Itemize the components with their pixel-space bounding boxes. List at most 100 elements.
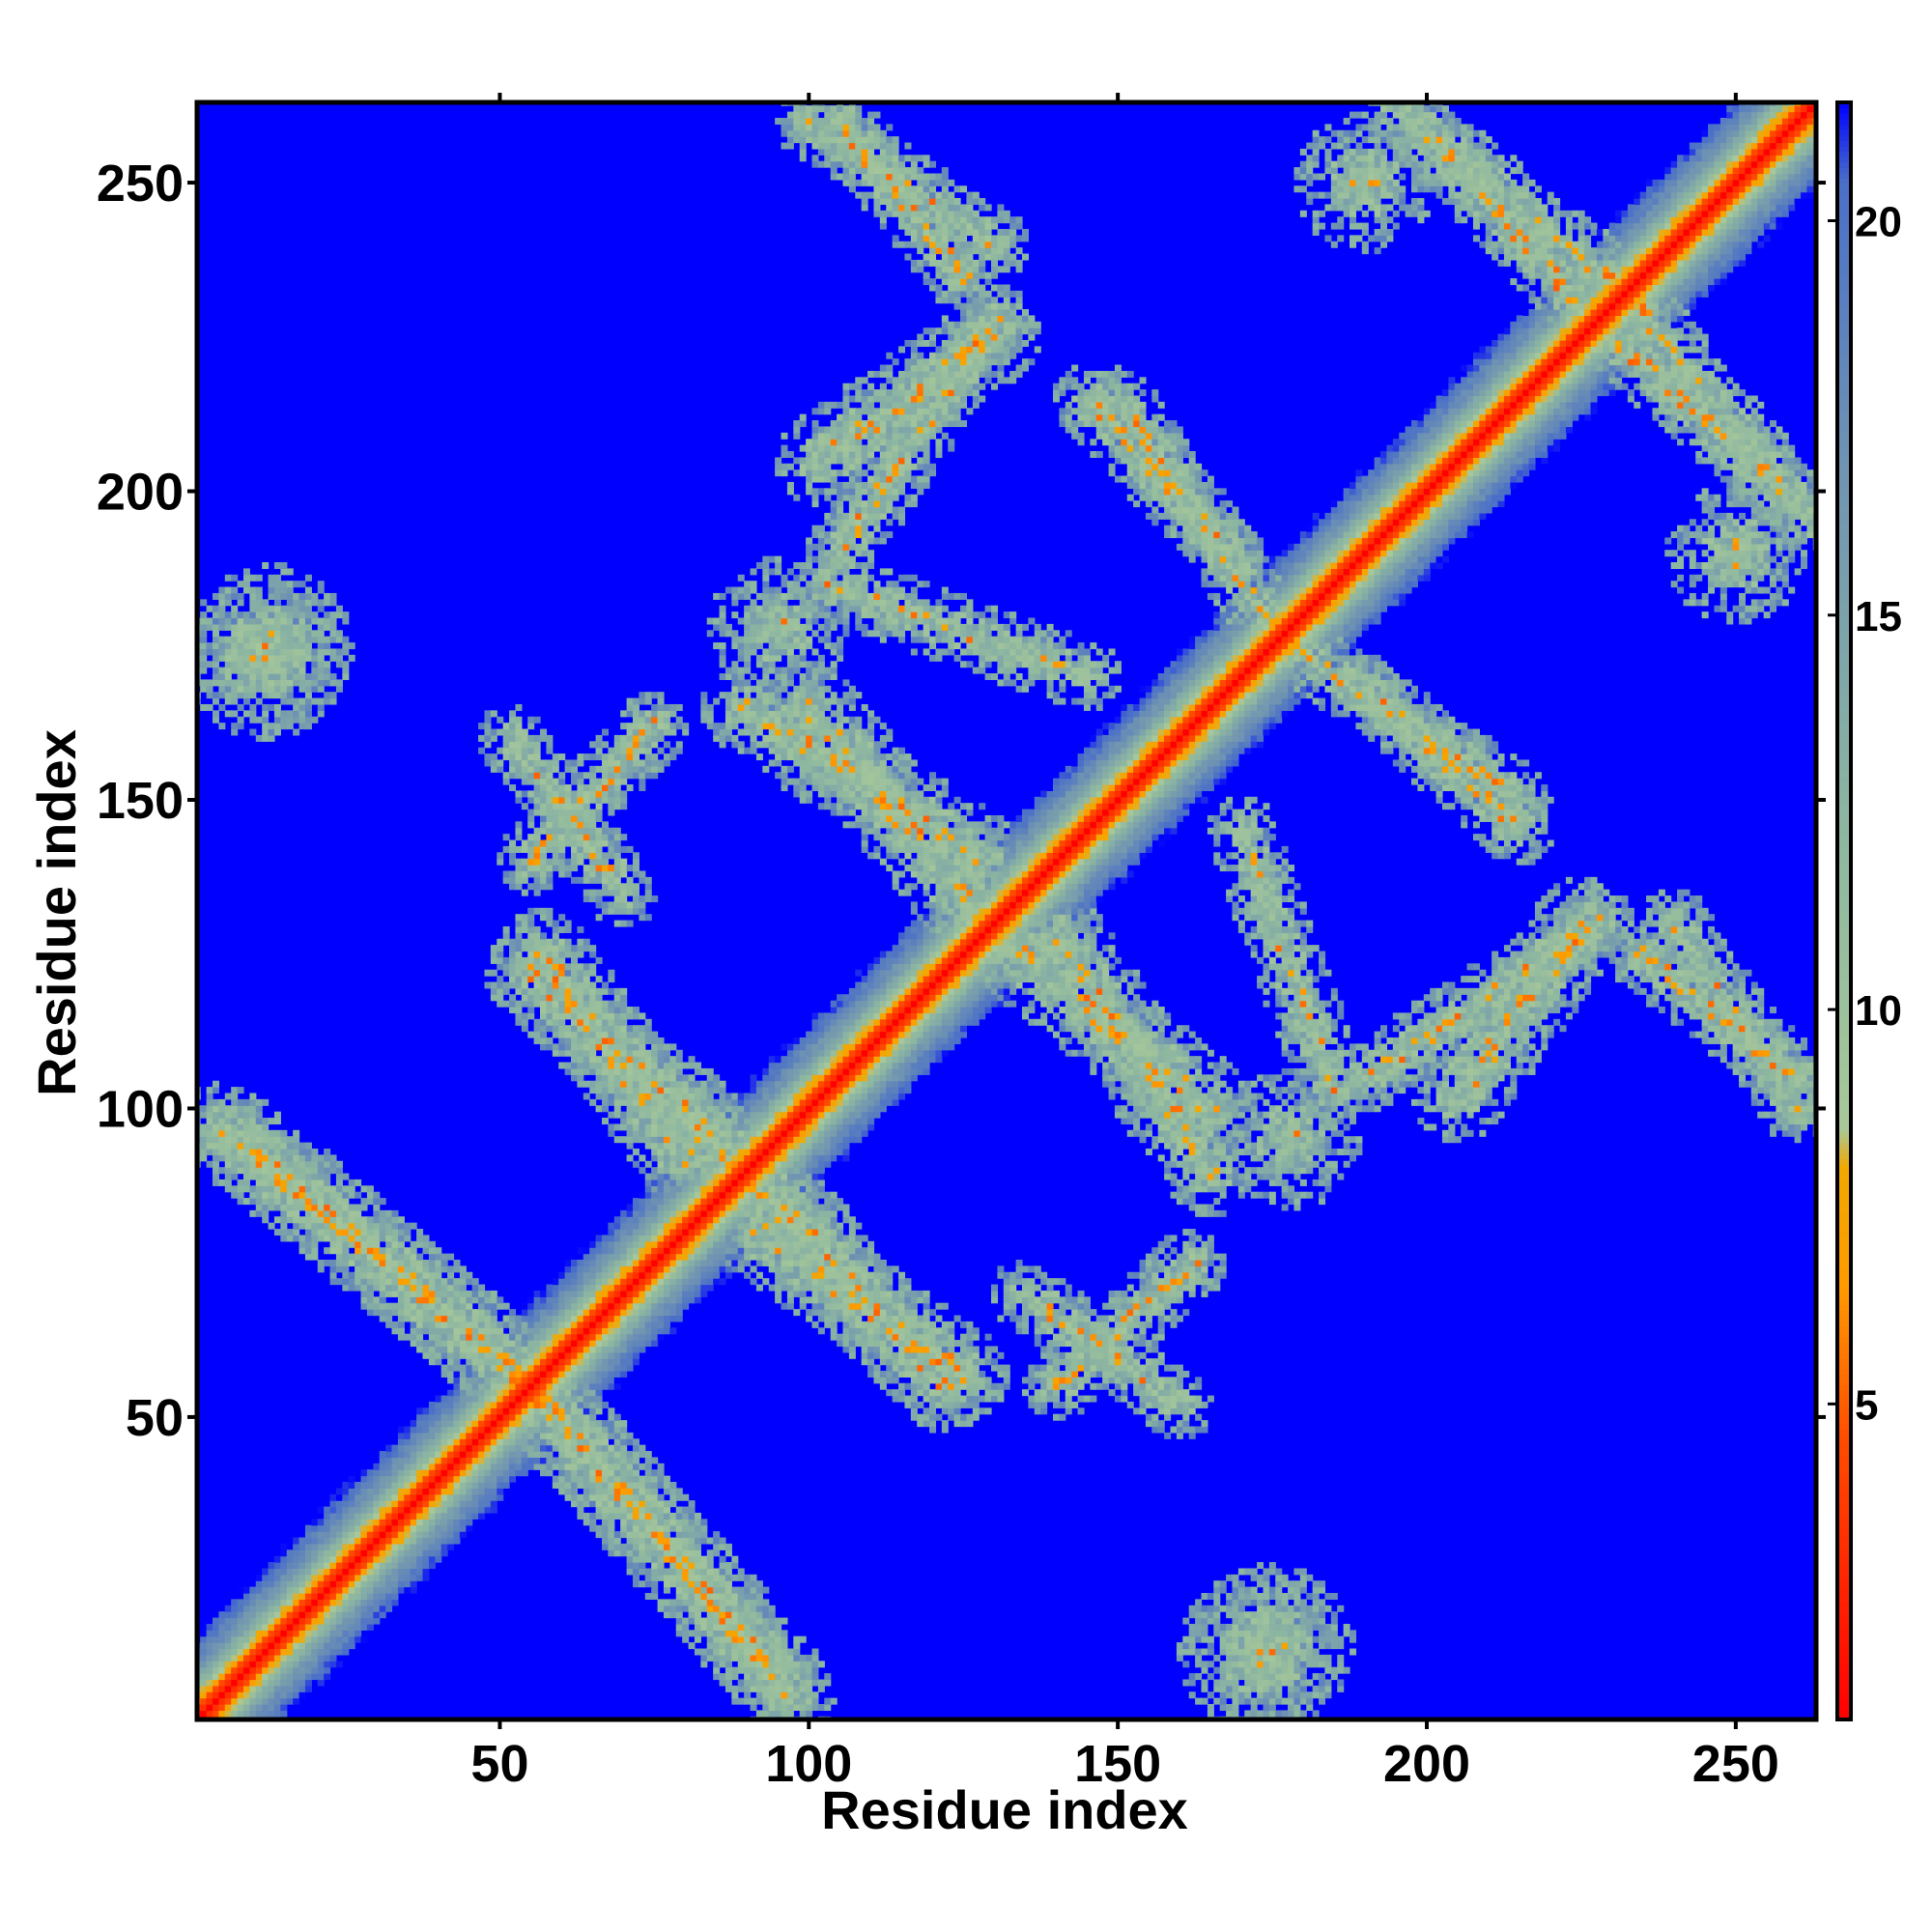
heatmap-cell <box>268 703 275 711</box>
heatmap-cell <box>218 1635 226 1643</box>
heatmap-cell <box>663 1067 670 1075</box>
heatmap-cell <box>218 1704 226 1712</box>
heatmap-cell <box>613 1240 621 1248</box>
heatmap-cell <box>620 1037 628 1044</box>
heatmap-cell <box>348 1506 355 1514</box>
heatmap-cell <box>546 1432 554 1439</box>
heatmap-cell <box>521 976 528 983</box>
heatmap-cell <box>589 1265 597 1273</box>
heatmap-cell <box>231 1704 239 1712</box>
heatmap-cell <box>324 697 331 705</box>
heatmap-cell <box>255 611 263 619</box>
heatmap-cell <box>324 1568 331 1576</box>
heatmap-cell <box>620 1216 628 1224</box>
heatmap-cell <box>360 1580 368 1588</box>
heatmap-cell <box>527 834 535 841</box>
heatmap-cell <box>490 1327 497 1335</box>
heatmap-cell <box>632 728 639 736</box>
heatmap-cell <box>466 1371 473 1378</box>
heatmap-cell <box>651 1037 659 1044</box>
heatmap-cell <box>273 1562 281 1570</box>
heatmap-cell <box>589 839 597 847</box>
heatmap-cell <box>293 599 300 607</box>
heatmap-cell <box>632 1216 639 1224</box>
heatmap-cell <box>286 1167 294 1175</box>
heatmap-cell <box>435 1358 442 1366</box>
heatmap-cell <box>255 636 263 643</box>
heatmap-cell <box>521 1469 528 1477</box>
heatmap-cell <box>571 1457 579 1464</box>
heatmap-cell <box>342 1198 350 1206</box>
heatmap-cell <box>466 1524 473 1532</box>
heatmap-cell <box>620 858 628 866</box>
heatmap-cell <box>249 1167 257 1175</box>
heatmap-cell <box>317 703 325 711</box>
heatmap-cell <box>490 1346 497 1353</box>
heatmap-cell <box>527 883 535 891</box>
heatmap-cell <box>379 1271 386 1279</box>
heatmap-cell <box>589 1401 597 1408</box>
heatmap-cell <box>639 1154 646 1162</box>
heatmap-cell <box>613 1482 621 1489</box>
heatmap-cell <box>404 1580 412 1588</box>
heatmap-cell <box>521 920 528 927</box>
heatmap-cell <box>304 1580 312 1588</box>
heatmap-cell <box>688 1123 696 1131</box>
heatmap-cell <box>509 1315 517 1322</box>
heatmap-cell <box>632 1537 639 1545</box>
heatmap-cell <box>410 1531 417 1539</box>
heatmap-cell <box>595 1067 603 1075</box>
heatmap-cell <box>688 1074 696 1082</box>
heatmap-cell <box>447 1407 455 1415</box>
heatmap-cell <box>224 1142 232 1150</box>
heatmap-cell <box>589 1463 597 1470</box>
heatmap-cell <box>471 1389 479 1397</box>
heatmap-cell <box>293 1586 300 1594</box>
heatmap-cell <box>608 1512 615 1520</box>
heatmap-cell <box>249 1111 257 1119</box>
heatmap-cell <box>379 1524 386 1532</box>
heatmap-cell <box>410 1568 417 1576</box>
heatmap-cell <box>620 778 628 785</box>
heatmap-cell <box>577 969 584 977</box>
heatmap-cell <box>533 796 541 804</box>
heatmap-cell <box>237 723 244 730</box>
heatmap-cell <box>620 1327 628 1335</box>
heatmap-cell <box>564 987 572 995</box>
heatmap-cell <box>509 1457 517 1464</box>
heatmap-cell <box>540 883 548 891</box>
heatmap-cell <box>478 1309 486 1317</box>
heatmap-cell <box>632 1253 639 1261</box>
heatmap-cell <box>571 1012 579 1020</box>
heatmap-cell <box>453 1278 461 1286</box>
heatmap-cell <box>663 1537 670 1545</box>
heatmap-cell <box>540 1469 548 1477</box>
heatmap-cell <box>620 1093 628 1100</box>
heatmap-cell <box>397 1531 405 1539</box>
heatmap-cell <box>366 1469 374 1477</box>
heatmap-cell <box>657 734 665 742</box>
heatmap-cell <box>589 845 597 853</box>
heatmap-cell <box>484 1444 492 1452</box>
heatmap-cell <box>626 1129 634 1137</box>
heatmap-cell <box>546 870 554 878</box>
heatmap-cell <box>521 753 528 761</box>
heatmap-cell <box>397 1519 405 1526</box>
heatmap-cell <box>613 1371 621 1378</box>
heatmap-cell <box>502 1302 510 1310</box>
heatmap-cell <box>262 1123 270 1131</box>
heatmap-cell <box>404 1432 412 1439</box>
heatmap-cell <box>564 1482 572 1489</box>
heatmap-cell <box>620 1284 628 1292</box>
heatmap-cell <box>212 1623 219 1631</box>
heatmap-cell <box>255 1611 263 1619</box>
heatmap-cell <box>249 728 257 736</box>
heatmap-cell <box>608 1093 615 1100</box>
heatmap-cell <box>410 1519 417 1526</box>
heatmap-cell <box>206 642 213 650</box>
heatmap-cell <box>626 1235 634 1242</box>
heatmap-cell <box>602 1302 609 1310</box>
heatmap-cell <box>595 1420 603 1428</box>
heatmap-cell <box>490 1482 497 1489</box>
heatmap-cell <box>268 636 275 643</box>
